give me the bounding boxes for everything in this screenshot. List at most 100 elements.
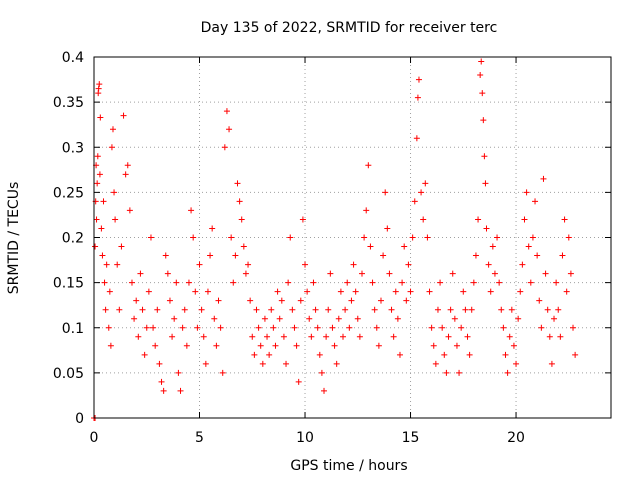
data-point [116, 306, 123, 313]
data-point [500, 324, 507, 331]
data-point [443, 369, 450, 376]
data-point [346, 324, 353, 331]
data-point [166, 297, 173, 304]
data-point [485, 261, 492, 268]
data-point [477, 72, 484, 79]
data-point [428, 324, 435, 331]
data-point [304, 288, 311, 295]
data-point [540, 175, 547, 182]
data-point [420, 216, 427, 223]
data-point [133, 297, 140, 304]
data-point [415, 76, 422, 83]
data-point [173, 279, 180, 286]
data-point [464, 333, 471, 340]
data-point [502, 351, 509, 358]
data-point [544, 306, 551, 313]
data-point [432, 360, 439, 367]
data-point [135, 333, 142, 340]
data-point [331, 342, 338, 349]
data-point [111, 189, 118, 196]
data-point [498, 306, 505, 313]
data-point [95, 85, 102, 92]
data-point [521, 216, 528, 223]
data-point [325, 306, 332, 313]
data-point [238, 216, 245, 223]
data-point [542, 270, 549, 277]
data-point [253, 306, 260, 313]
y-tick-label: 0.25 [53, 185, 84, 201]
data-point [299, 216, 306, 223]
data-point [185, 279, 192, 286]
chart-title: Day 135 of 2022, SRMTID for receiver ter… [201, 20, 498, 36]
data-point [107, 342, 114, 349]
data-point [335, 315, 342, 322]
data-points [91, 58, 579, 421]
data-point [534, 252, 541, 259]
data-point [515, 315, 522, 322]
data-point [150, 324, 157, 331]
data-point [280, 333, 287, 340]
data-point [152, 342, 159, 349]
data-point [403, 297, 410, 304]
data-point [100, 198, 107, 205]
y-tick-label: 0.1 [62, 321, 84, 337]
data-point [177, 387, 184, 394]
data-point [532, 198, 539, 205]
data-point [344, 279, 351, 286]
data-point [264, 333, 271, 340]
data-point [108, 144, 115, 151]
data-point [536, 297, 543, 304]
data-point [496, 279, 503, 286]
data-point [449, 270, 456, 277]
data-point [529, 234, 536, 241]
data-point [283, 360, 290, 367]
data-point [194, 324, 201, 331]
data-point [126, 207, 133, 214]
data-point [451, 315, 458, 322]
data-point [97, 114, 104, 121]
data-point [466, 351, 473, 358]
data-point [506, 333, 513, 340]
data-point [257, 342, 264, 349]
data-point [192, 288, 199, 295]
data-point [371, 306, 378, 313]
data-point [175, 369, 182, 376]
data-point [308, 333, 315, 340]
data-point [430, 342, 437, 349]
data-point [361, 234, 368, 241]
data-point [293, 342, 300, 349]
x-tick-label: 20 [507, 430, 525, 446]
data-point [306, 315, 313, 322]
data-point [504, 369, 511, 376]
data-point [572, 351, 579, 358]
data-point [358, 270, 365, 277]
data-point [211, 315, 218, 322]
data-point [329, 324, 336, 331]
data-point [426, 288, 433, 295]
data-point [401, 243, 408, 250]
data-point [169, 333, 176, 340]
data-point [388, 306, 395, 313]
data-point [462, 306, 469, 313]
data-point [302, 261, 309, 268]
data-point [289, 306, 296, 313]
data-point [226, 126, 233, 133]
data-point [106, 288, 113, 295]
data-point [386, 270, 393, 277]
data-point [418, 189, 425, 196]
data-point [266, 351, 273, 358]
data-point [441, 351, 448, 358]
data-point [310, 279, 317, 286]
data-point [96, 81, 103, 88]
data-point [207, 252, 214, 259]
data-point [251, 351, 258, 358]
data-point [101, 279, 108, 286]
data-point [249, 333, 256, 340]
data-point [145, 288, 152, 295]
data-point [242, 270, 249, 277]
data-point [268, 306, 275, 313]
data-point [348, 297, 355, 304]
data-point [458, 324, 465, 331]
data-point [314, 324, 321, 331]
data-point [297, 297, 304, 304]
